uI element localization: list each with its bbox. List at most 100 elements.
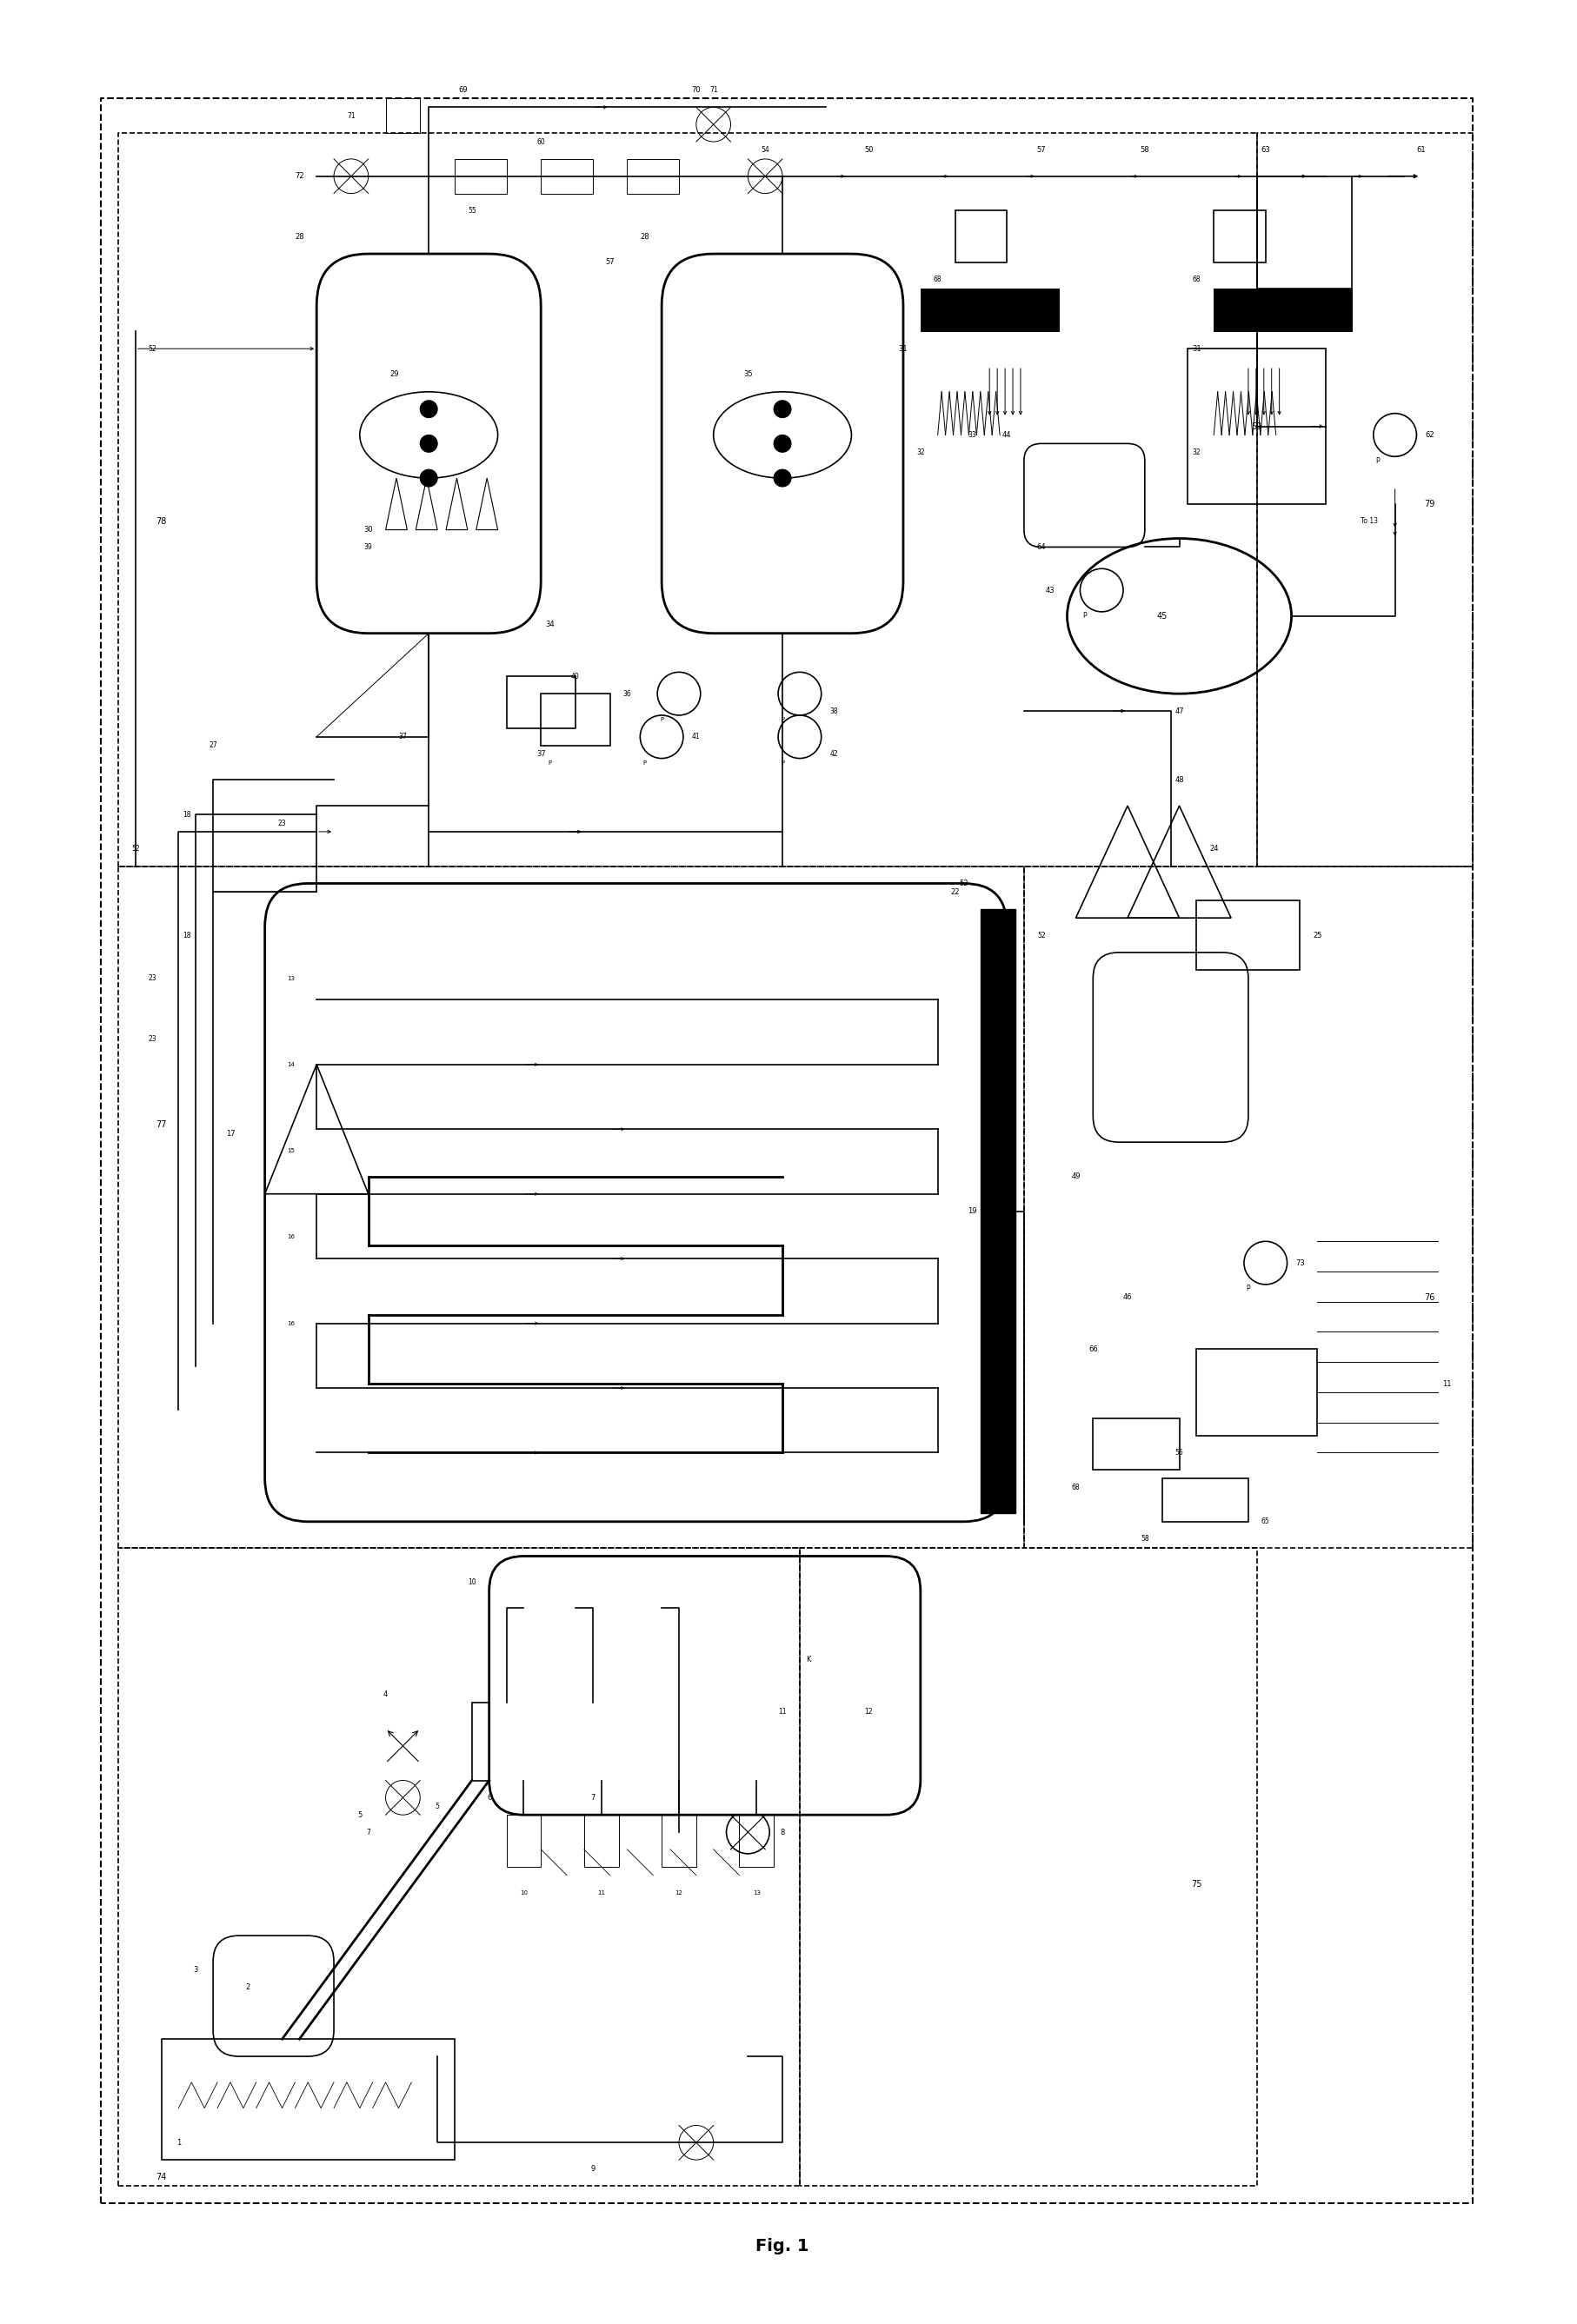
Text: 38: 38 — [830, 706, 839, 716]
Text: 31: 31 — [899, 344, 908, 353]
Text: 68: 68 — [1192, 277, 1200, 284]
Bar — [628, 158, 680, 193]
Text: P: P — [1082, 611, 1087, 621]
Bar — [583, 1815, 618, 1866]
Text: 5: 5 — [435, 1803, 440, 1810]
Bar — [576, 1703, 653, 1780]
Text: K: K — [806, 1655, 811, 1664]
Text: P: P — [781, 760, 784, 765]
Text: 37: 37 — [399, 732, 407, 741]
Text: 11: 11 — [1443, 1380, 1451, 1387]
Text: 65: 65 — [1262, 1518, 1269, 1525]
Bar — [662, 1815, 695, 1866]
Bar — [541, 158, 593, 193]
FancyBboxPatch shape — [489, 1557, 921, 1815]
Text: 6: 6 — [487, 1794, 492, 1801]
Text: 28: 28 — [295, 232, 304, 239]
Text: 27: 27 — [208, 741, 218, 748]
Bar — [506, 1815, 541, 1866]
Text: 73: 73 — [1295, 1260, 1304, 1267]
Text: 52: 52 — [959, 878, 968, 888]
Text: 23: 23 — [148, 1034, 156, 1043]
Text: 8: 8 — [781, 1829, 785, 1836]
Text: 60: 60 — [536, 137, 546, 146]
Text: 10: 10 — [520, 1889, 528, 1894]
Text: 25: 25 — [1312, 932, 1322, 939]
Text: 12: 12 — [864, 1708, 872, 1715]
Text: 63: 63 — [1262, 146, 1269, 153]
Text: 28: 28 — [640, 232, 650, 239]
Text: P: P — [781, 716, 784, 723]
Text: 55: 55 — [468, 207, 476, 214]
Text: 78: 78 — [156, 516, 167, 525]
Text: 66: 66 — [1088, 1346, 1098, 1353]
Bar — [1214, 288, 1351, 332]
Text: 17: 17 — [226, 1129, 235, 1136]
Text: 76: 76 — [1424, 1292, 1435, 1301]
Text: 9: 9 — [590, 2164, 595, 2173]
Text: 46: 46 — [1123, 1294, 1132, 1301]
Text: 1: 1 — [177, 2138, 181, 2147]
Text: 52: 52 — [148, 344, 156, 353]
Text: 77: 77 — [156, 1120, 167, 1129]
Text: 13: 13 — [287, 976, 295, 981]
Text: 34: 34 — [546, 621, 554, 627]
Text: 2: 2 — [246, 1982, 249, 1992]
Bar — [740, 1815, 774, 1866]
Bar — [1214, 211, 1266, 263]
Text: 42: 42 — [830, 751, 839, 758]
Circle shape — [774, 435, 792, 453]
Text: 58: 58 — [1140, 1534, 1150, 1543]
Text: 47: 47 — [1175, 706, 1184, 716]
Text: 15: 15 — [287, 1148, 295, 1153]
FancyBboxPatch shape — [317, 253, 541, 634]
Bar — [161, 2038, 454, 2159]
Text: P: P — [659, 716, 664, 723]
Text: 5: 5 — [358, 1810, 363, 1820]
Text: 49: 49 — [1071, 1174, 1080, 1181]
Circle shape — [419, 469, 437, 486]
Text: 11: 11 — [779, 1708, 787, 1715]
Bar — [454, 158, 506, 193]
Text: 14: 14 — [287, 1062, 295, 1067]
Text: 7: 7 — [366, 1829, 371, 1836]
Text: 18: 18 — [183, 811, 191, 818]
Text: 75: 75 — [1191, 1880, 1202, 1887]
Bar — [1197, 1350, 1317, 1436]
Text: 16: 16 — [287, 1320, 295, 1327]
Text: 61: 61 — [1416, 146, 1426, 153]
Text: 40: 40 — [571, 672, 580, 681]
Text: 18: 18 — [183, 932, 191, 939]
Text: 31: 31 — [1192, 344, 1202, 353]
Text: P: P — [1246, 1285, 1251, 1292]
Text: 11: 11 — [598, 1889, 606, 1894]
Bar — [386, 98, 419, 132]
Text: 39: 39 — [364, 544, 372, 551]
Text: 3: 3 — [194, 1966, 199, 1973]
Text: 74: 74 — [156, 2173, 167, 2182]
Text: 62: 62 — [1426, 430, 1433, 439]
Text: 45: 45 — [1156, 611, 1167, 621]
Text: 69: 69 — [459, 86, 468, 93]
Text: 32: 32 — [1192, 449, 1200, 456]
Text: 72: 72 — [295, 172, 304, 181]
Text: Fig. 1: Fig. 1 — [755, 2238, 809, 2254]
Circle shape — [774, 469, 792, 486]
Circle shape — [419, 435, 437, 453]
Bar — [541, 693, 610, 746]
Text: 50: 50 — [864, 146, 874, 153]
Text: 32: 32 — [916, 449, 924, 456]
Bar — [1162, 1478, 1249, 1522]
Text: 10: 10 — [468, 1578, 476, 1585]
Text: 29: 29 — [390, 370, 399, 379]
Text: 30: 30 — [364, 525, 374, 535]
Text: 44: 44 — [1003, 430, 1011, 439]
Text: 24: 24 — [1210, 846, 1219, 853]
Text: 70: 70 — [692, 86, 700, 93]
Text: 59: 59 — [1252, 423, 1262, 430]
Text: 12: 12 — [675, 1889, 683, 1894]
Text: 68: 68 — [1072, 1483, 1080, 1492]
Text: 23: 23 — [278, 818, 287, 827]
Text: 57: 57 — [606, 258, 615, 267]
Text: 22: 22 — [951, 888, 959, 897]
